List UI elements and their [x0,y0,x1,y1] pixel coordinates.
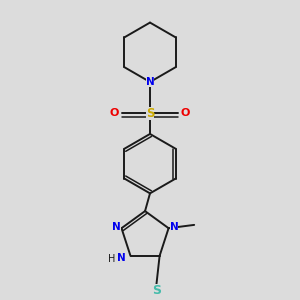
Text: N: N [112,222,121,233]
Text: N: N [146,77,154,87]
Text: O: O [181,108,190,118]
Text: N: N [169,222,178,233]
Text: S: S [146,107,154,120]
Text: O: O [110,108,119,118]
Text: H: H [108,254,115,264]
Text: N: N [117,253,126,262]
Text: S: S [152,284,161,297]
